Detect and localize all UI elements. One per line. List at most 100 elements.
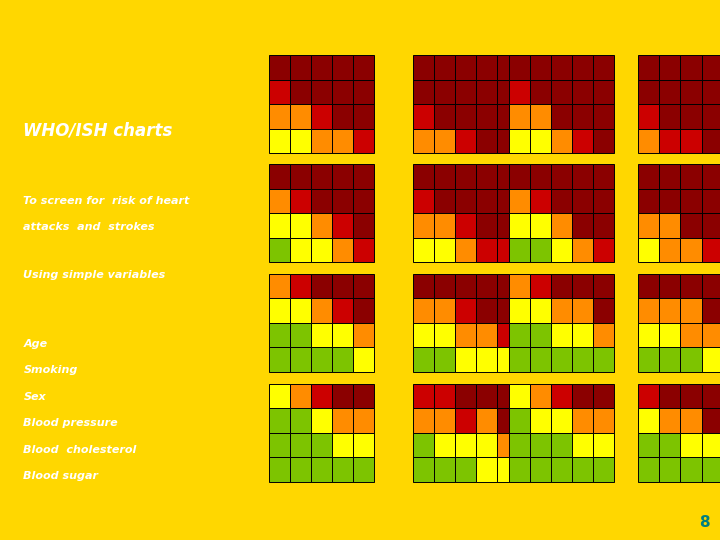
Bar [455,384,476,408]
Bar [269,56,289,80]
Bar [497,457,518,482]
Bar [638,56,660,80]
Bar [680,323,701,347]
Bar [332,274,353,298]
Bar [353,80,374,104]
Bar [476,347,497,372]
Bar [593,80,614,104]
Bar [455,213,476,238]
Bar [311,433,332,457]
Text: Sex: Sex [23,392,46,402]
Bar [353,56,374,80]
Bar [572,80,593,104]
Bar [551,347,572,372]
Bar [572,298,593,323]
Bar [311,164,332,188]
Bar [508,238,530,262]
Bar [289,384,311,408]
Bar [289,213,311,238]
Bar [433,433,455,457]
Text: 6: 6 [559,491,564,500]
Bar [638,213,660,238]
Bar [353,384,374,408]
Bar [638,188,660,213]
Bar [508,213,530,238]
Bar [530,238,551,262]
Bar [269,408,289,433]
Bar [660,384,680,408]
Bar [455,433,476,457]
Text: Non-Smoker: Non-Smoker [288,30,350,39]
Bar [413,274,433,298]
Bar [353,298,374,323]
Bar [701,457,720,482]
Bar [701,104,720,129]
Bar [311,104,332,129]
Text: 140: 140 [697,112,713,121]
Bar [701,323,720,347]
Bar [413,347,433,372]
Text: Using simple variables: Using simple variables [23,270,166,280]
Text: 7: 7 [484,491,489,500]
Bar [551,238,572,262]
Bar [476,164,497,188]
Bar [433,213,455,238]
Bar [680,347,701,372]
Bar [497,433,518,457]
Bar [530,164,551,188]
Bar [455,56,476,80]
Text: WHO/ISH charts: WHO/ISH charts [23,122,173,140]
Bar [269,129,289,153]
Bar [289,347,311,372]
Bar [289,238,311,262]
Bar [433,104,455,129]
Text: 40: 40 [245,428,258,438]
Bar [593,433,614,457]
Bar [497,104,518,129]
Bar [332,457,353,482]
Bar [572,323,593,347]
Bar [353,347,374,372]
Bar [289,56,311,80]
Bar [413,298,433,323]
Bar [413,238,433,262]
Bar [497,188,518,213]
Bar [701,274,720,298]
Bar [508,274,530,298]
Bar [638,238,660,262]
Bar [680,238,701,262]
Bar [289,129,311,153]
Bar [551,188,572,213]
Bar [638,164,660,188]
Bar [476,56,497,80]
Bar [497,347,518,372]
Bar [332,408,353,433]
Bar [638,347,660,372]
Bar [680,164,701,188]
Bar [311,188,332,213]
Bar [433,457,455,482]
Text: To screen for  risk of heart: To screen for risk of heart [23,196,190,206]
Bar [497,298,518,323]
Text: Blood  cholesterol: Blood cholesterol [23,445,137,455]
Text: Smoking: Smoking [23,366,78,375]
Text: 8: 8 [601,491,606,500]
Bar [572,384,593,408]
Bar [508,164,530,188]
Bar [508,80,530,104]
Text: 4: 4 [276,491,282,500]
Bar [701,408,720,433]
Bar [455,298,476,323]
Bar [269,298,289,323]
Bar [476,433,497,457]
Bar [680,213,701,238]
Bar [311,298,332,323]
Bar [311,274,332,298]
Text: 120: 120 [697,355,713,364]
Bar [353,213,374,238]
Text: 5: 5 [667,491,672,500]
Bar [353,238,374,262]
Bar [476,384,497,408]
Bar [508,56,530,80]
Bar [551,298,572,323]
